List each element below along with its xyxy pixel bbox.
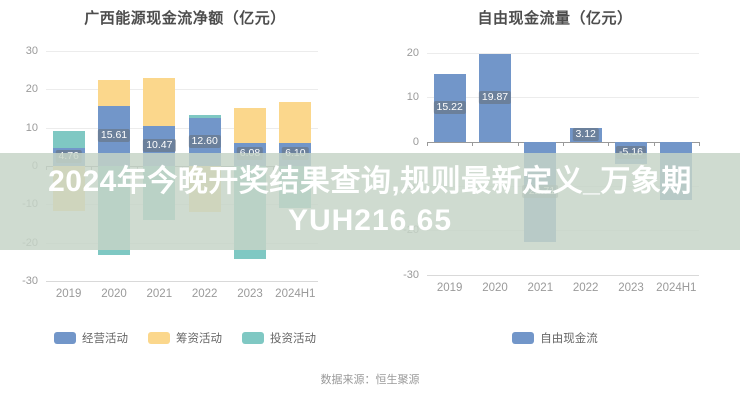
x-axis-label: 2022 bbox=[572, 281, 599, 294]
gridline bbox=[427, 97, 699, 99]
bar-segment bbox=[143, 78, 176, 126]
gridline bbox=[427, 53, 699, 54]
chart-title: 广西能源现金流净额（亿元） bbox=[84, 10, 286, 27]
gridline bbox=[46, 51, 318, 52]
x-axis-label: 2020 bbox=[482, 281, 508, 294]
bar-value-label: 15.22 bbox=[433, 100, 466, 114]
y-axis-tick-label: -30 bbox=[22, 274, 38, 287]
x-axis-label: 2023 bbox=[237, 287, 263, 300]
y-axis-tick-label: 20 bbox=[25, 83, 38, 96]
legend-swatch-icon bbox=[512, 332, 535, 344]
watermark-overlay: 2024年今晚开奖结果查询,规则最新定义_万象期 YUH216.65 bbox=[0, 153, 740, 250]
y-axis-tick-label: 10 bbox=[25, 121, 38, 134]
x-axis-label: 2021 bbox=[527, 281, 554, 294]
legend-label: 筹资活动 bbox=[176, 333, 222, 345]
bar-segment bbox=[188, 114, 221, 118]
x-axis-label: 2024H1 bbox=[275, 287, 316, 300]
legend-swatch-icon bbox=[54, 332, 76, 344]
x-axis-label: 2023 bbox=[618, 281, 644, 294]
legend-item[interactable]: 投资活动 bbox=[242, 330, 316, 346]
bar-segment bbox=[279, 102, 312, 143]
x-axis-tick-mark bbox=[608, 141, 610, 146]
legend-item[interactable]: 筹资活动 bbox=[148, 330, 222, 346]
y-axis-tick-label: 20 bbox=[406, 47, 419, 59]
legend: 自由现金流 bbox=[370, 330, 740, 346]
legend-label: 自由现金流 bbox=[540, 333, 598, 345]
legend-swatch-icon bbox=[242, 332, 264, 344]
x-axis-tick-mark bbox=[427, 141, 428, 146]
x-axis-label: 2019 bbox=[55, 287, 82, 300]
y-axis-tick-label: 10 bbox=[406, 91, 419, 104]
data-source-note: 数据来源：恒生聚源 bbox=[320, 374, 420, 386]
x-axis-tick-mark bbox=[563, 141, 564, 146]
gridline bbox=[46, 89, 318, 91]
x-axis-label: 2019 bbox=[436, 281, 463, 294]
y-axis-tick-label: 0 bbox=[412, 135, 419, 148]
legend: 经营活动 筹资活动 投资活动 bbox=[0, 330, 370, 346]
legend-item[interactable]: 自由现金流 bbox=[512, 330, 598, 346]
x-axis-tick-mark bbox=[699, 141, 700, 146]
legend-item[interactable]: 经营活动 bbox=[54, 330, 128, 346]
watermark-line-1: 2024年今晚开奖结果查询,规则最新定义_万象期 bbox=[48, 165, 692, 198]
gridline bbox=[427, 274, 699, 276]
gridline bbox=[46, 127, 318, 129]
x-axis-label: 2024H1 bbox=[656, 281, 697, 294]
chart-title: 自由现金流量（亿元） bbox=[477, 10, 633, 27]
bar-value-label: 10.47 bbox=[143, 138, 176, 152]
gridline bbox=[46, 280, 318, 282]
x-axis-label: 2020 bbox=[101, 287, 127, 300]
y-axis-tick-label: -30 bbox=[403, 268, 419, 281]
x-axis-tick-mark bbox=[517, 141, 519, 146]
legend-label: 经营活动 bbox=[82, 333, 128, 345]
bar-value-label: 15.61 bbox=[97, 129, 131, 142]
watermark-line-2: YUH216.65 bbox=[287, 204, 453, 237]
x-axis-tick-mark bbox=[653, 141, 655, 146]
bar-value-label: 12.60 bbox=[188, 134, 221, 148]
x-axis-label: 2021 bbox=[146, 287, 173, 300]
legend-label: 投资活动 bbox=[270, 333, 316, 345]
bar-value-label: 3.12 bbox=[572, 127, 599, 141]
bar-value-label: 19.87 bbox=[478, 90, 512, 104]
legend-swatch-icon bbox=[148, 332, 170, 344]
bar-segment bbox=[98, 79, 130, 107]
x-axis-tick-mark bbox=[472, 141, 474, 146]
bar-segment bbox=[234, 107, 266, 143]
x-axis-label: 2022 bbox=[191, 287, 218, 300]
bar-segment bbox=[52, 130, 85, 148]
y-axis-tick-label: 30 bbox=[25, 45, 38, 57]
